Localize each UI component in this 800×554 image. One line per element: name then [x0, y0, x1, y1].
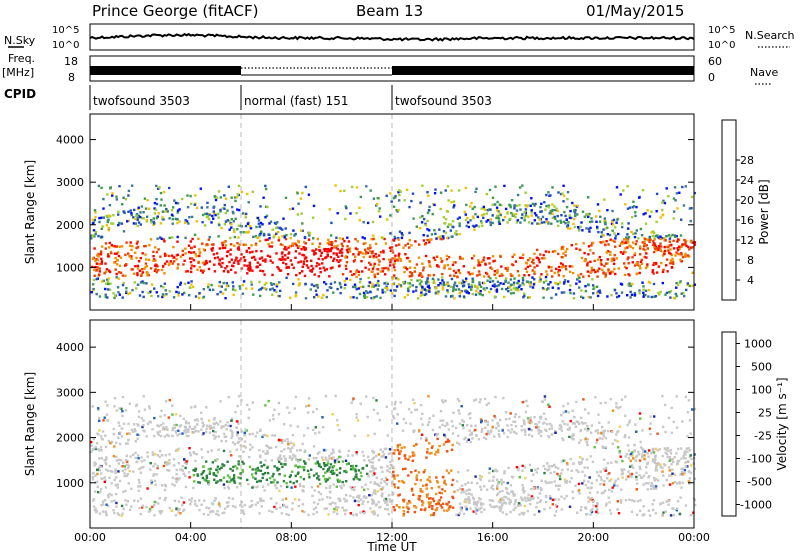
nave-tick-60: 60	[708, 55, 722, 68]
velocity-ytick-0: 1000	[56, 477, 84, 490]
power-scatter	[90, 114, 696, 310]
date-title: 01/May/2015	[586, 2, 684, 20]
x-tick-2: 08:00	[275, 531, 307, 544]
cpid-segments: twofsound 3503 normal (fast) 151 twofsound…	[93, 85, 492, 110]
cpid-segment-2: twofsound 3503	[395, 94, 492, 108]
noise-sky-trace	[89, 32, 695, 42]
velocity-colorbar-tick-4: -25	[754, 430, 772, 443]
velocity-colorbar-tick-5: -100	[747, 453, 772, 466]
velocity-colorbar-tick-7: -1000	[740, 499, 772, 512]
velocity-panel: 1000 2000 3000 4000 Slant Range [km] 1000 50…	[23, 319, 789, 529]
noise-tick-low-right: 10^0	[708, 40, 735, 51]
freq-bars	[90, 66, 694, 76]
velocity-colorbar: 1000 500 100 25 -25 -100 -500 -1000	[721, 331, 772, 517]
freq-panel: Freq. [MHz] 18 8 60 0 Nave	[2, 52, 778, 85]
beam-title: Beam 13	[356, 2, 423, 20]
velocity-colorbar-tick-6: -500	[747, 476, 772, 489]
x-tick-1: 04:00	[175, 531, 207, 544]
x-axis-label: Time UT	[366, 540, 417, 554]
noise-tick-low-left: 10^0	[52, 40, 79, 51]
noise-search-label: N.Search	[745, 29, 795, 42]
station-title: Prince George (fitACF)	[92, 2, 258, 20]
power-ytick-3: 4000	[56, 134, 84, 147]
power-ytick-1: 2000	[56, 219, 84, 232]
freq-unit-label: [MHz]	[2, 66, 34, 79]
velocity-colorbar-tick-3: 25	[758, 407, 772, 420]
power-panel: 1000 2000 3000 4000 Slant Range [km] 4 8 12 16…	[23, 113, 771, 311]
velocity-ytick-2: 3000	[56, 386, 84, 399]
power-colorbar-tick-4: 20	[740, 194, 754, 207]
power-colorbar-tick-6: 28	[740, 154, 754, 167]
x-tick-3: 12:00	[376, 531, 408, 544]
velocity-colorbar-tick-2: 100	[751, 384, 772, 397]
power-ytick-2: 3000	[56, 176, 84, 189]
velocity-ytick-1: 2000	[56, 432, 84, 445]
noise-tick-high-right: 10^5	[708, 25, 735, 36]
power-colorbar-tick-1: 8	[747, 254, 754, 267]
noise-tick-high-left: 10^5	[52, 25, 79, 36]
velocity-colorbar-tick-0: 1000	[744, 338, 772, 351]
velocity-ylabel: Slant Range [km]	[23, 372, 37, 476]
power-colorbar-tick-3: 16	[740, 214, 754, 227]
velocity-colorbar-label: Velocity [m s⁻¹]	[775, 377, 789, 470]
velocity-colorbar-tick-1: 500	[751, 361, 772, 374]
x-axis: 00:00 04:00 08:00 12:00 16:00 20:00 00:00	[74, 304, 710, 544]
nave-tick-0: 0	[708, 71, 715, 84]
power-colorbar-tick-2: 12	[740, 234, 754, 247]
freq-bar-2	[392, 66, 694, 75]
power-colorbar-tick-5: 24	[740, 174, 754, 187]
cpid-segment-0: twofsound 3503	[93, 94, 190, 108]
freq-bar-0	[90, 66, 241, 75]
power-colorbar-tick-0: 4	[747, 274, 754, 287]
power-ylabel: Slant Range [km]	[23, 160, 37, 264]
cpid-segment-1: normal (fast) 151	[244, 94, 348, 108]
nave-label: Nave	[750, 66, 778, 79]
x-tick-0: 00:00	[74, 531, 106, 544]
velocity-ytick-3: 4000	[56, 341, 84, 354]
x-tick-6: 00:00	[678, 531, 710, 544]
velocity-scatter	[90, 320, 697, 528]
freq-tick-18: 18	[64, 55, 78, 68]
cpid-label: CPID	[4, 87, 36, 101]
noise-panel: N.Sky 10^5 10^0 10^5 10^0 N.Search	[4, 23, 795, 51]
power-colorbar: 4 8 12 16 20 24 28	[721, 119, 754, 301]
noise-sky-label: N.Sky	[4, 34, 36, 47]
power-ytick-0: 1000	[56, 261, 84, 274]
freq-tick-8: 8	[68, 71, 75, 84]
x-tick-4: 16:00	[477, 531, 509, 544]
x-tick-5: 20:00	[577, 531, 609, 544]
cpid-panel: CPID twofsound 3503 normal (fast) 151 twof…	[4, 85, 492, 110]
power-colorbar-label: Power [dB]	[757, 179, 771, 244]
freq-label: Freq.	[8, 52, 35, 65]
